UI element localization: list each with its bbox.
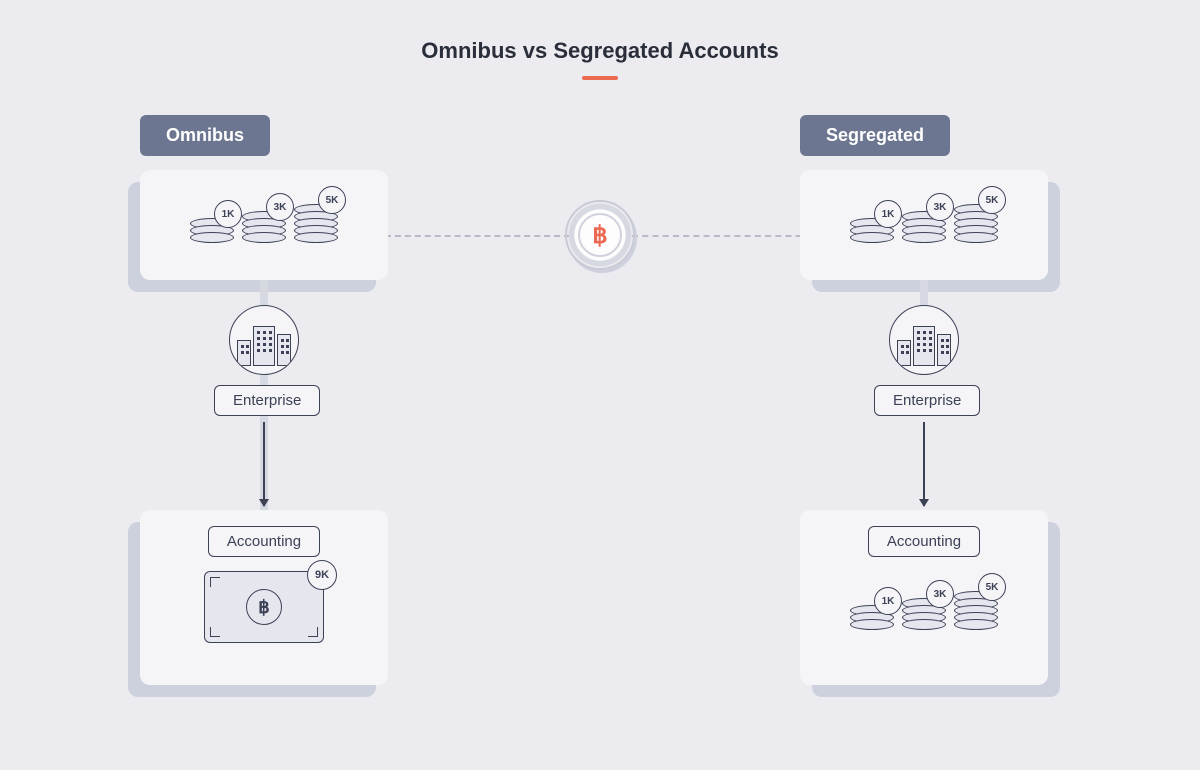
coin-stacks-icon: 1K 3K 5K [800, 170, 1048, 257]
omnibus-top-card: 1K 3K 5K [140, 170, 388, 280]
dashed-connector-left [385, 235, 570, 237]
omnibus-accounting-card: Accounting ฿ 9K [140, 510, 388, 685]
diagram-canvas: ฿ Omnibus 1K 3K 5K Enterprise Accounting [0, 80, 1200, 760]
segregated-top-card: 1K 3K 5K [800, 170, 1048, 280]
enterprise-label: Enterprise [874, 385, 980, 416]
wallet-total-badge: 9K [307, 560, 337, 590]
building-icon [229, 305, 299, 375]
arrow-down-icon [263, 422, 265, 506]
omnibus-header: Omnibus [140, 115, 270, 156]
building-icon [889, 305, 959, 375]
arrow-down-icon [923, 422, 925, 506]
bitcoin-center-icon: ฿ [565, 200, 635, 270]
segregated-header: Segregated [800, 115, 950, 156]
dashed-connector-right [632, 235, 812, 237]
enterprise-label: Enterprise [214, 385, 320, 416]
accounting-label: Accounting [868, 526, 980, 557]
segregated-accounting-card: Accounting 1K 3K 5K [800, 510, 1048, 685]
wallet-icon: ฿ 9K [204, 571, 324, 643]
accounting-label: Accounting [208, 526, 320, 557]
page-title: Omnibus vs Segregated Accounts [0, 0, 1200, 64]
coin-stacks-icon: 1K 3K 5K [800, 557, 1048, 644]
coin-stacks-icon: 1K 3K 5K [140, 170, 388, 257]
